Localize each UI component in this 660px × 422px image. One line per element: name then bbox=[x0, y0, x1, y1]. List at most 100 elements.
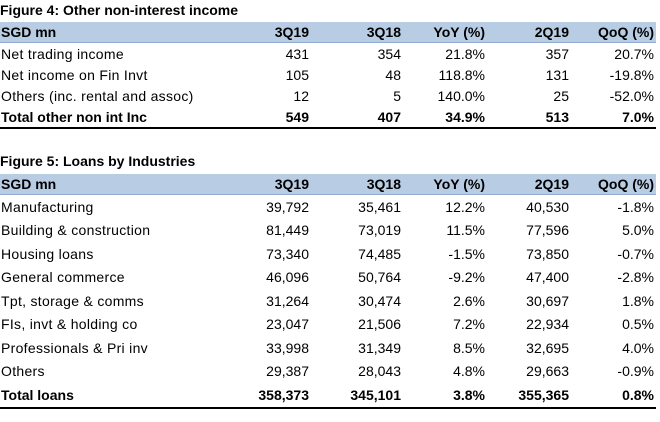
cell-qoq: -2.8% bbox=[617, 269, 654, 286]
cell-qoq: 4.0% bbox=[622, 339, 654, 356]
cell-3q18: 28,043 bbox=[358, 363, 401, 380]
row-label: Tpt, storage & comms bbox=[1, 292, 144, 309]
cell-2q19: 47,400 bbox=[526, 269, 569, 286]
cell-yoy: 140.0% bbox=[437, 87, 485, 104]
cell-3q18: 48 bbox=[385, 66, 401, 83]
header-3q18: 3Q18 bbox=[311, 22, 403, 43]
table-row: Building & construction 81,449 73,019 11… bbox=[0, 219, 656, 243]
cell-yoy: 7.2% bbox=[453, 316, 485, 333]
row-label: Manufacturing bbox=[1, 198, 94, 215]
total-3q19: 358,373 bbox=[246, 383, 311, 409]
cell-2q19: 131 bbox=[545, 66, 569, 83]
header-2q19: 2Q19 bbox=[487, 22, 571, 43]
total-row: Total other non int Inc 549 407 34.9% 51… bbox=[0, 106, 656, 129]
header-yoy: YoY (%) bbox=[403, 174, 487, 195]
cell-3q18: 31,349 bbox=[358, 339, 401, 356]
cell-3q19: 81,449 bbox=[266, 222, 309, 239]
header-3q18: 3Q18 bbox=[311, 174, 403, 195]
cell-2q19: 22,934 bbox=[526, 316, 569, 333]
figure-5-table: SGD mn 3Q19 3Q18 YoY (%) 2Q19 QoQ (%) Ma… bbox=[0, 174, 656, 409]
cell-yoy: -1.5% bbox=[448, 245, 485, 262]
table-row: Manufacturing 39,792 35,461 12.2% 40,530… bbox=[0, 195, 656, 219]
header-row: SGD mn 3Q19 3Q18 YoY (%) 2Q19 QoQ (%) bbox=[0, 174, 656, 195]
cell-yoy: 12.2% bbox=[445, 198, 485, 215]
cell-qoq: -19.8% bbox=[609, 66, 654, 83]
figure-4-title: Figure 4: Other non-interest income bbox=[0, 2, 239, 18]
row-label: Professionals & Pri inv bbox=[1, 339, 148, 356]
header-yoy: YoY (%) bbox=[403, 22, 487, 43]
cell-3q18: 21,506 bbox=[358, 316, 401, 333]
header-label: SGD mn bbox=[0, 22, 246, 43]
cell-qoq: 0.5% bbox=[622, 316, 654, 333]
total-yoy: 3.8% bbox=[403, 383, 487, 409]
cell-3q19: 12 bbox=[293, 87, 309, 104]
cell-yoy: 118.8% bbox=[438, 66, 485, 83]
header-3q19: 3Q19 bbox=[246, 174, 311, 195]
cell-2q19: 357 bbox=[545, 45, 569, 62]
row-label: General commerce bbox=[1, 269, 125, 286]
cell-2q19: 29,663 bbox=[526, 363, 569, 380]
cell-2q19: 32,695 bbox=[526, 339, 569, 356]
header-qoq: QoQ (%) bbox=[571, 22, 656, 43]
cell-3q19: 29,387 bbox=[266, 363, 309, 380]
figure-5-title: Figure 5: Loans by Industries bbox=[0, 153, 196, 169]
cell-3q18: 35,461 bbox=[358, 198, 401, 215]
table-row: Others 29,387 28,043 4.8% 29,663 -0.9% bbox=[0, 360, 656, 384]
cell-2q19: 25 bbox=[553, 87, 569, 104]
header-2q19: 2Q19 bbox=[487, 174, 571, 195]
cell-qoq: -1.8% bbox=[617, 198, 654, 215]
row-label: Net income on Fin Invt bbox=[1, 66, 148, 83]
header-label: SGD mn bbox=[0, 174, 246, 195]
table-row: FIs, invt & holding co 23,047 21,506 7.2… bbox=[0, 313, 656, 337]
cell-2q19: 40,530 bbox=[526, 198, 569, 215]
cell-3q18: 5 bbox=[393, 87, 401, 104]
cell-qoq: -52.0% bbox=[609, 87, 654, 104]
row-label: Housing loans bbox=[1, 245, 94, 262]
cell-3q18: 354 bbox=[377, 45, 401, 62]
cell-yoy: -9.2% bbox=[448, 269, 485, 286]
total-label: Total loans bbox=[0, 383, 246, 409]
row-label: Building & construction bbox=[1, 222, 151, 239]
cell-3q18: 30,474 bbox=[358, 292, 401, 309]
figure-4-table: SGD mn 3Q19 3Q18 YoY (%) 2Q19 QoQ (%) Ne… bbox=[0, 22, 656, 129]
table-row: Housing loans 73,340 74,485 -1.5% 73,850… bbox=[0, 242, 656, 266]
cell-3q19: 431 bbox=[285, 45, 309, 62]
cell-2q19: 73,850 bbox=[526, 245, 569, 262]
total-2q19: 355,365 bbox=[487, 383, 571, 409]
row-label: Others bbox=[1, 363, 45, 380]
cell-yoy: 11.5% bbox=[446, 222, 485, 239]
cell-yoy: 2.6% bbox=[453, 292, 485, 309]
cell-qoq: -0.9% bbox=[617, 363, 654, 380]
cell-3q19: 73,340 bbox=[266, 245, 309, 262]
cell-yoy: 21.8% bbox=[445, 45, 485, 62]
total-2q19: 513 bbox=[487, 106, 571, 129]
cell-yoy: 8.5% bbox=[453, 339, 485, 356]
cell-3q19: 105 bbox=[285, 66, 309, 83]
cell-3q18: 50,764 bbox=[358, 269, 401, 286]
header-3q19: 3Q19 bbox=[246, 22, 311, 43]
cell-qoq: -0.7% bbox=[617, 245, 654, 262]
table-row: Tpt, storage & comms 31,264 30,474 2.6% … bbox=[0, 289, 656, 313]
table-row: Net income on Fin Invt 105 48 118.8% 131… bbox=[0, 64, 656, 85]
cell-yoy: 4.8% bbox=[453, 363, 485, 380]
cell-3q19: 39,792 bbox=[266, 198, 309, 215]
cell-2q19: 77,596 bbox=[526, 222, 569, 239]
row-label: Others (inc. rental and assoc) bbox=[1, 87, 194, 104]
cell-qoq: 20.7% bbox=[614, 45, 654, 62]
cell-3q18: 74,485 bbox=[358, 245, 401, 262]
table-row: General commerce 46,096 50,764 -9.2% 47,… bbox=[0, 266, 656, 290]
row-label: FIs, invt & holding co bbox=[1, 316, 138, 333]
total-3q18: 407 bbox=[311, 106, 403, 129]
cell-3q18: 73,019 bbox=[358, 222, 401, 239]
total-label: Total other non int Inc bbox=[0, 106, 246, 129]
table-row: Professionals & Pri inv 33,998 31,349 8.… bbox=[0, 336, 656, 360]
cell-qoq: 1.8% bbox=[622, 292, 654, 309]
table-row: Net trading income 431 354 21.8% 357 20.… bbox=[0, 43, 656, 65]
cell-3q19: 31,264 bbox=[266, 292, 309, 309]
total-row: Total loans 358,373 345,101 3.8% 355,365… bbox=[0, 383, 656, 409]
cell-2q19: 30,697 bbox=[526, 292, 569, 309]
total-3q18: 345,101 bbox=[311, 383, 403, 409]
table-row: Others (inc. rental and assoc) 12 5 140.… bbox=[0, 85, 656, 106]
header-qoq: QoQ (%) bbox=[571, 174, 656, 195]
